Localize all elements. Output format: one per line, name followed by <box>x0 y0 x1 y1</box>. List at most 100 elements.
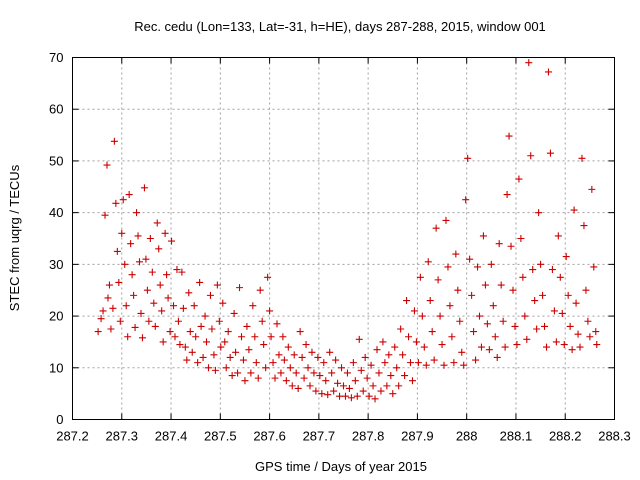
data-point <box>592 328 600 336</box>
data-point <box>326 348 334 356</box>
data-point <box>103 161 111 169</box>
data-point <box>219 299 227 307</box>
data-point <box>113 247 121 255</box>
data-point <box>217 343 225 351</box>
x-tick-label: 287.3 <box>105 429 138 444</box>
data-point <box>485 346 493 354</box>
data-point <box>300 374 308 382</box>
data-point <box>183 356 191 364</box>
data-point <box>226 353 234 361</box>
data-point <box>316 372 324 380</box>
y-tick-label: 60 <box>49 102 63 117</box>
data-point <box>186 328 194 336</box>
data-point <box>355 335 363 343</box>
x-tick-label: 287.5 <box>204 429 237 444</box>
data-point <box>151 322 159 330</box>
data-point <box>375 369 383 377</box>
data-point <box>194 359 202 367</box>
data-point <box>357 366 365 374</box>
data-point <box>161 229 169 237</box>
data-point <box>548 266 556 274</box>
data-point <box>513 341 521 349</box>
data-point <box>541 322 549 330</box>
data-point <box>529 266 537 274</box>
data-point <box>418 312 426 320</box>
data-point <box>232 348 240 356</box>
data-point <box>499 317 507 325</box>
data-point <box>121 260 129 268</box>
data-point <box>275 351 283 359</box>
data-point <box>94 328 102 336</box>
data-point <box>204 364 212 372</box>
data-point <box>159 338 167 346</box>
data-point <box>115 278 123 286</box>
data-point <box>133 209 141 217</box>
data-point <box>146 235 154 242</box>
data-point <box>332 356 340 364</box>
data-point <box>308 348 316 356</box>
data-point <box>347 394 355 402</box>
data-point <box>197 322 205 330</box>
data-point <box>479 232 487 240</box>
data-points-layer <box>94 59 601 403</box>
data-point <box>414 359 422 367</box>
data-point <box>336 392 344 400</box>
data-point <box>140 184 148 192</box>
data-point <box>122 302 130 310</box>
data-point <box>405 333 413 341</box>
data-point <box>224 328 232 336</box>
data-point <box>373 346 381 354</box>
data-point <box>466 255 474 263</box>
data-point <box>586 333 594 341</box>
data-point <box>179 304 187 312</box>
data-point <box>537 260 545 268</box>
data-point <box>302 341 310 349</box>
data-point <box>454 286 462 294</box>
data-point <box>420 343 428 351</box>
data-point <box>280 356 288 364</box>
x-axis-ticks: 287.2 287.3 287.4 287.5 287.6 287.7 287.8 287.9… <box>56 57 631 444</box>
x-tick-label: 288.1 <box>500 429 533 444</box>
data-point <box>576 343 584 351</box>
data-point <box>188 348 196 356</box>
data-point <box>153 219 161 227</box>
data-point <box>363 374 371 382</box>
data-point <box>131 323 139 331</box>
data-point <box>475 312 483 320</box>
x-tick-label: 287.7 <box>303 429 336 444</box>
data-point <box>170 302 178 310</box>
data-point <box>142 255 150 263</box>
data-point <box>464 154 472 162</box>
data-point <box>318 390 326 398</box>
data-point <box>210 351 218 359</box>
data-point <box>422 361 430 369</box>
data-point <box>107 325 115 333</box>
data-point <box>343 369 351 377</box>
data-point <box>252 359 260 367</box>
data-point <box>416 273 424 281</box>
data-point <box>181 343 189 351</box>
data-point <box>324 391 332 399</box>
data-point <box>201 312 209 320</box>
data-point <box>387 372 395 380</box>
data-point <box>306 382 314 390</box>
data-point <box>97 315 105 323</box>
data-point <box>353 392 361 400</box>
data-point <box>245 346 253 354</box>
data-point <box>138 334 146 342</box>
data-point <box>507 242 515 250</box>
data-point <box>468 291 476 299</box>
data-point <box>509 286 517 294</box>
data-point <box>448 333 456 341</box>
data-point <box>481 281 489 289</box>
data-point <box>262 364 270 372</box>
data-point <box>269 359 277 367</box>
y-tick-label: 40 <box>49 205 63 220</box>
data-point <box>304 364 312 372</box>
data-point <box>458 348 466 356</box>
y-tick-label: 10 <box>49 360 63 375</box>
data-point <box>127 240 135 248</box>
data-point <box>428 328 436 336</box>
data-point <box>544 68 552 76</box>
